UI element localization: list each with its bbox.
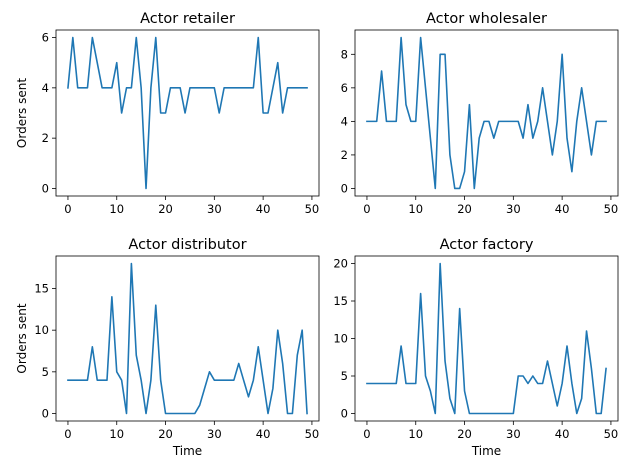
- chart-1-x-tick-label: 20: [158, 202, 173, 216]
- chart-3-actor-distributor: 0 10 20 30 40 50 0 5 10 15 Actor distributor Time Or…: [15, 237, 320, 458]
- chart-4-actor-factory: 0 10 20 30 40 50 0 5 10 15 20 Actor factory Time: [333, 237, 619, 458]
- chart-4-y-tick-label: 0: [341, 407, 348, 421]
- chart-1-y-tick-label: 6: [42, 31, 49, 45]
- chart-1-y-tick-label: 2: [42, 131, 49, 145]
- chart-2-x-tick-label: 30: [506, 202, 521, 216]
- chart-4-title: Actor factory: [440, 237, 534, 253]
- chart-2-axes-frame: [354, 29, 619, 197]
- chart-3-y-tick-label: 10: [34, 323, 49, 337]
- chart-1-axes-frame: [55, 29, 320, 197]
- chart-2-x-tick-label: 0: [363, 202, 370, 216]
- chart-1-y-tick-label: 0: [42, 181, 49, 195]
- chart-1-y-tick-label: 4: [42, 81, 49, 95]
- chart-1-x-tick-label: 10: [109, 202, 124, 216]
- chart-3-x-tick-label: 40: [256, 427, 271, 441]
- chart-3-x-tick-label: 50: [305, 427, 320, 441]
- chart-3-x-tick-label: 30: [207, 427, 222, 441]
- chart-1-x-tick-label: 50: [305, 202, 320, 216]
- chart-2-y-tick-label: 6: [341, 81, 348, 95]
- chart-3-y-axis-label: Orders sent: [15, 303, 29, 373]
- chart-2-y-tick-label: 2: [341, 148, 348, 162]
- chart-4-x-tick-label: 0: [363, 427, 370, 441]
- chart-2-y-tick-label: 8: [341, 47, 348, 61]
- chart-2-x-tick-label: 20: [457, 202, 472, 216]
- chart-1-x-tick-label: 30: [207, 202, 222, 216]
- chart-4-x-tick-label: 20: [457, 427, 472, 441]
- chart-3-axes-frame: [55, 255, 320, 422]
- chart-3-y-tick-label: 15: [34, 282, 49, 296]
- chart-3-x-tick-label: 20: [158, 427, 173, 441]
- chart-4-x-tick-label: 40: [555, 427, 570, 441]
- chart-4-series-line: [366, 262, 607, 415]
- chart-3-y-tick-label: 0: [42, 407, 49, 421]
- chart-1-title: Actor retailer: [140, 11, 235, 27]
- chart-2-y-tick-label: 0: [341, 181, 348, 195]
- chart-1-series-line: [67, 36, 308, 190]
- chart-4-x-axis-label: Time: [471, 444, 501, 458]
- chart-2-actor-wholesaler: 0 10 20 30 40 50 0 2 4 6 8 Actor wholesaler: [341, 11, 619, 216]
- chart-2-y-tick-label: 4: [341, 114, 348, 128]
- chart-1-y-axis-label: Orders sent: [15, 78, 29, 148]
- chart-2-x-tick-label: 40: [555, 202, 570, 216]
- chart-4-y-tick-label: 20: [333, 257, 348, 271]
- chart-4-x-tick-label: 10: [408, 427, 423, 441]
- chart-3-title: Actor distributor: [128, 237, 246, 253]
- chart-2-x-tick-label: 50: [604, 202, 619, 216]
- chart-3-x-axis-label: Time: [172, 444, 202, 458]
- chart-3-series-line: [67, 262, 308, 415]
- chart-3-x-tick-label: 10: [109, 427, 124, 441]
- chart-2-x-tick-label: 10: [408, 202, 423, 216]
- chart-1-x-tick-label: 0: [64, 202, 71, 216]
- chart-4-x-tick-label: 30: [506, 427, 521, 441]
- chart-3-x-tick-label: 0: [64, 427, 71, 441]
- chart-4-y-tick-label: 10: [333, 332, 348, 346]
- chart-1-actor-retailer: 0 10 20 30 40 50 0 2 4 6 Actor retailer Orders sent: [15, 11, 320, 216]
- chart-1-x-tick-label: 40: [256, 202, 271, 216]
- chart-2-series-line: [366, 36, 607, 190]
- chart-3-y-tick-label: 5: [42, 365, 49, 379]
- chart-2-title: Actor wholesaler: [426, 11, 547, 27]
- chart-4-x-tick-label: 50: [604, 427, 619, 441]
- chart-4-y-tick-label: 15: [333, 294, 348, 308]
- chart-4-axes-frame: [354, 255, 619, 422]
- chart-4-y-tick-label: 5: [341, 369, 348, 383]
